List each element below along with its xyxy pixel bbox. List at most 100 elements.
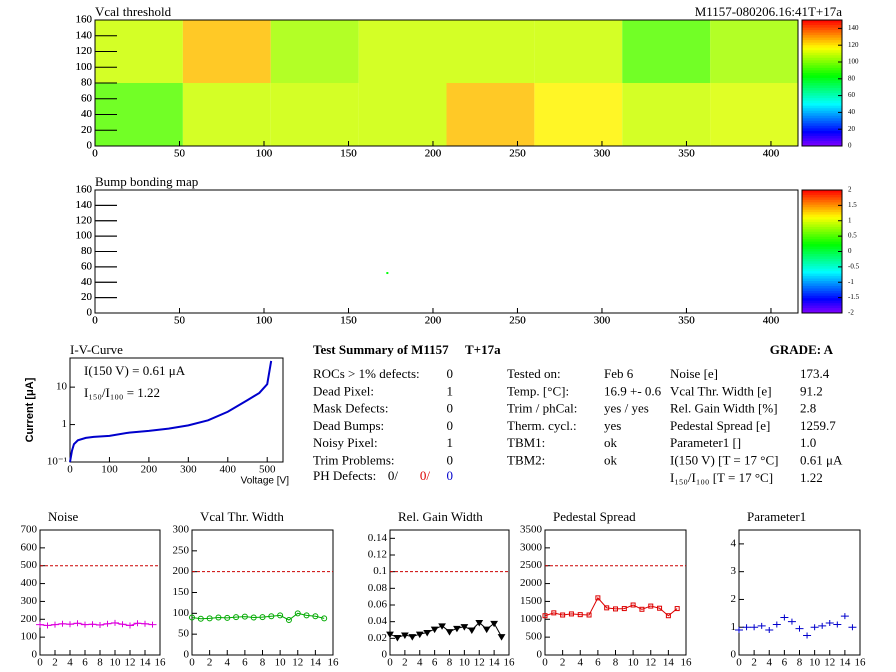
x-tick-label: 10	[459, 657, 471, 669]
colorbar-step	[802, 30, 842, 34]
defect-value: 0	[447, 452, 454, 467]
plot-frame	[191, 529, 334, 656]
x-tick-label: 12	[474, 657, 485, 669]
x-tick-label: 350	[678, 148, 695, 160]
heatmap-cell	[446, 20, 535, 83]
y-tick-label: 1000	[520, 613, 543, 625]
colorbar-step	[802, 276, 842, 280]
marker	[833, 621, 842, 628]
x-tick-label: 2	[751, 657, 757, 669]
colorbar-label: -1.5	[848, 293, 860, 301]
y-tick-label: 250	[173, 544, 190, 556]
chart-title: Vcal Thr. Width	[200, 509, 284, 524]
colorbar-step	[802, 22, 842, 26]
x-tick-label: 10	[275, 657, 287, 669]
marker	[818, 622, 827, 629]
chart-title: Rel. Gain Width	[398, 509, 483, 524]
x-tick-label: 350	[678, 315, 695, 327]
colorbar-step	[802, 234, 842, 238]
marker	[795, 625, 804, 632]
defect-value: 0	[447, 418, 454, 433]
condition-value: 16.9 +- 0.6	[604, 383, 662, 398]
plot-frame	[544, 529, 687, 656]
chart-subtitle: M1157-080206.16:41T+17a	[695, 4, 843, 19]
colorbar-step	[802, 130, 842, 134]
y-tick-label: 0.08	[368, 582, 388, 594]
result-label: Pedestal Spread [e]	[670, 418, 770, 433]
colorbar-step	[802, 110, 842, 114]
x-axis-label: Voltage [V]	[241, 476, 290, 487]
colorbar-step	[802, 72, 842, 76]
marker	[765, 627, 774, 633]
colorbar-step	[802, 35, 842, 39]
colorbar-step	[802, 295, 842, 299]
colorbar-step	[802, 25, 842, 29]
y-tick-label: 60	[81, 260, 93, 272]
marker	[577, 612, 583, 618]
marker	[621, 606, 627, 612]
colorbar-step	[802, 266, 842, 270]
marker	[586, 612, 592, 618]
y-tick-label: 0.14	[368, 532, 388, 544]
y-tick-label: 300	[173, 524, 190, 536]
ph-value: 0/	[420, 468, 431, 483]
y-tick-label: 100	[76, 61, 93, 73]
condition-value: ok	[604, 452, 618, 467]
marker	[393, 635, 402, 642]
colorbar-step	[802, 45, 842, 49]
marker	[787, 618, 796, 625]
colorbar-step	[802, 197, 842, 201]
x-tick-label: 100	[256, 148, 273, 160]
x-tick-label: 150	[340, 315, 357, 327]
colorbar-step	[802, 67, 842, 71]
x-tick-label: 6	[782, 657, 788, 669]
colorbar-step	[802, 226, 842, 230]
colorbar-step	[802, 93, 842, 97]
marker	[772, 621, 781, 628]
colorbar-step	[802, 140, 842, 144]
marker	[825, 620, 834, 627]
heatmap-cell	[534, 83, 623, 146]
colorbar-step	[802, 108, 842, 112]
colorbar-step	[802, 293, 842, 297]
x-tick-label: 0	[67, 464, 73, 476]
colorbar-step	[802, 283, 842, 287]
colorbar-step	[802, 37, 842, 41]
y-tick-label: 4	[731, 537, 737, 549]
x-tick-label: 6	[432, 657, 438, 669]
marker	[657, 605, 663, 611]
marker	[73, 620, 82, 627]
colorbar-step	[802, 249, 842, 252]
colorbar-step	[802, 298, 842, 302]
x-tick-label: 200	[425, 148, 442, 160]
y-tick-label: 140	[76, 199, 93, 211]
plot-frame	[94, 189, 799, 314]
marker	[103, 620, 112, 627]
result-label: Vcal Thr. Width [e]	[670, 383, 772, 398]
marker	[460, 624, 469, 631]
colorbar-step	[802, 221, 842, 225]
colorbar-step	[802, 95, 842, 99]
x-tick-label: 100	[101, 464, 118, 476]
x-tick-label: 150	[340, 315, 357, 327]
y-tick-label: 40	[81, 276, 93, 288]
y-tick-label: 200	[21, 613, 38, 625]
colorbar-step	[802, 70, 842, 74]
marker	[735, 627, 743, 633]
y-tick-label: 1	[62, 418, 68, 430]
y-tick-label: 100	[76, 61, 93, 73]
marker	[648, 603, 654, 609]
x-tick-label: 400	[763, 148, 780, 160]
y-tick-label: 120	[76, 45, 93, 57]
colorbar-step	[802, 62, 842, 66]
x-tick-label: 250	[509, 148, 526, 160]
colorbar-step	[802, 204, 842, 208]
result-label: Noise [e]	[670, 366, 718, 381]
colorbar-step	[802, 194, 842, 198]
marker	[750, 624, 759, 631]
x-tick-label: 50	[174, 315, 186, 327]
condition-value: yes / yes	[604, 401, 649, 416]
defect-label: Dead Pixel:	[313, 383, 374, 398]
plot-frame	[389, 529, 510, 656]
x-tick-label: 400	[763, 148, 780, 160]
